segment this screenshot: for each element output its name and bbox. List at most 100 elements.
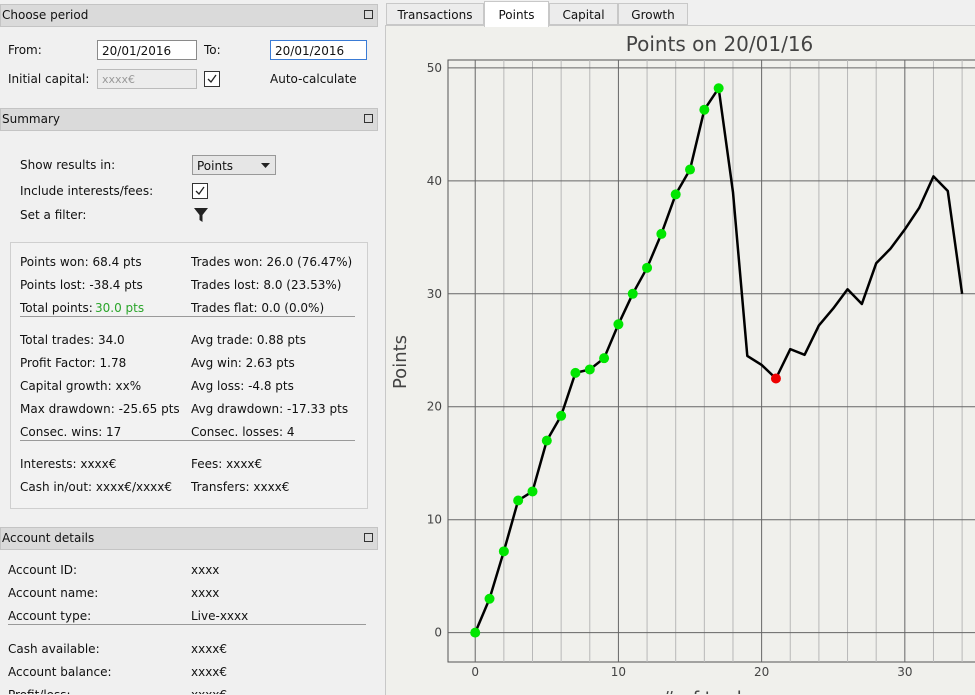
- marker: [484, 593, 495, 604]
- stat-label: Total points:: [20, 301, 93, 315]
- x-tick-label: 30: [897, 665, 912, 679]
- date-text: 20/01/2016: [102, 44, 172, 58]
- header-title: Account details: [2, 531, 95, 545]
- initial-capital-label: Initial capital:: [8, 72, 90, 86]
- stat: Max drawdown: -25.65 pts: [20, 402, 180, 416]
- tab[interactable]: Points: [484, 1, 549, 27]
- dropdown-text: Points: [197, 159, 234, 173]
- results-dropdown[interactable]: Points: [192, 155, 276, 175]
- marker: [627, 288, 638, 299]
- marker: [570, 367, 581, 378]
- tab[interactable]: Growth: [618, 3, 688, 25]
- account-value: xxxx€: [191, 642, 228, 656]
- marker: [656, 228, 667, 239]
- marker: [527, 486, 538, 497]
- stat: Points won: 68.4 pts: [20, 255, 142, 269]
- plot-area: [447, 59, 975, 663]
- check: [207, 74, 217, 84]
- separator: [20, 316, 355, 317]
- separator: [20, 440, 355, 441]
- marker: [770, 373, 781, 384]
- account-label: Account balance:: [8, 665, 112, 679]
- account-value: xxxx€: [191, 688, 227, 694]
- stat: Fees: xxxx€: [191, 457, 263, 471]
- stat: Avg trade: 0.88 pts: [191, 333, 306, 347]
- account-value: xxxx: [191, 586, 220, 600]
- marker: [670, 189, 681, 200]
- filter-label: Set a filter:: [20, 208, 87, 222]
- account-label: Account type:: [8, 609, 92, 623]
- x-tick-label: 0: [471, 665, 479, 679]
- account-value: xxxx€: [191, 665, 228, 679]
- to-date[interactable]: 20/01/2016: [270, 40, 367, 60]
- auto-checkbox[interactable]: [204, 71, 220, 87]
- arrow: [261, 163, 270, 168]
- stat: Profit Factor: 1.78: [20, 356, 127, 370]
- include-label: Include interests/fees:: [20, 184, 154, 198]
- marker: [541, 435, 552, 446]
- y-tick-label: 30: [427, 287, 442, 301]
- initial-capital-field[interactable]: xxxx€: [97, 69, 197, 89]
- marker: [599, 353, 610, 364]
- include-checkbox[interactable]: [192, 183, 208, 199]
- show-results-label: Show results in:: [20, 158, 116, 172]
- account-label: Account ID:: [8, 563, 78, 577]
- tab[interactable]: Transactions: [386, 3, 484, 25]
- y-tick-label: 20: [427, 400, 442, 414]
- y-axis-label: Points: [390, 335, 411, 389]
- account-header[interactable]: Account details: [0, 527, 378, 550]
- stat: Trades flat: 0.0 (0.0%): [191, 301, 325, 315]
- y-tick-label: 40: [427, 174, 442, 188]
- from-date[interactable]: 20/01/2016: [97, 40, 197, 60]
- marker: [584, 364, 595, 375]
- separator: [8, 624, 366, 625]
- to-label: To:: [204, 43, 221, 57]
- marker: [642, 262, 653, 273]
- stat: Capital growth: xx%: [20, 379, 142, 393]
- auto-calculate-label: Auto-calculate: [270, 72, 357, 86]
- undock[interactable]: [364, 533, 373, 542]
- marker: [699, 104, 710, 115]
- chart-title: Points on 20/01/16: [626, 32, 814, 56]
- header-title: Summary: [2, 112, 60, 126]
- check: [195, 186, 205, 196]
- x-axis-label: # of trades: [661, 688, 762, 694]
- stat: Interests: xxxx€: [20, 457, 117, 471]
- stat: Consec. wins: 17: [20, 425, 122, 439]
- stats-box: [10, 242, 368, 509]
- x-tick-label: 20: [754, 665, 769, 679]
- stat: Avg loss: -4.8 pts: [191, 379, 294, 393]
- stat: Cash in/out: xxxx€/xxxx€: [20, 480, 173, 494]
- from-label: From:: [8, 43, 42, 57]
- stat: Points lost: -38.4 pts: [20, 278, 143, 292]
- marker: [470, 627, 481, 638]
- stat: Avg win: 2.63 pts: [191, 356, 295, 370]
- account-label: Cash available:: [8, 642, 100, 656]
- account-value: Live-xxxx: [191, 609, 249, 623]
- undock[interactable]: [364, 114, 373, 123]
- choose-period-header[interactable]: Choose period: [0, 4, 378, 27]
- chart: 0 10 20 30 0 10 20 30 40 50 Points on 20/01/16 Poin…: [390, 32, 975, 694]
- filter-icon[interactable]: [193, 207, 209, 223]
- tab[interactable]: Capital: [549, 3, 618, 25]
- marker: [685, 164, 696, 175]
- account-label: Profit/loss:: [8, 688, 71, 694]
- account-value: xxxx: [191, 563, 220, 577]
- stat: Avg drawdown: -17.33 pts: [191, 402, 349, 416]
- y-tick-label: 50: [427, 61, 442, 75]
- account-label: Account name:: [8, 586, 99, 600]
- x-tick-label: 10: [611, 665, 626, 679]
- stat: Transfers: xxxx€: [191, 480, 290, 494]
- marker: [556, 410, 567, 421]
- marker: [513, 495, 524, 506]
- stat: Consec. losses: 4: [191, 425, 295, 439]
- header-title: Choose period: [2, 8, 89, 22]
- marker: [713, 83, 724, 94]
- y-tick-label: 0: [434, 626, 442, 640]
- y-tick-label: 10: [427, 513, 442, 527]
- summary-header[interactable]: Summary: [0, 108, 378, 131]
- undock[interactable]: [364, 10, 373, 19]
- capital-text: xxxx€: [102, 73, 136, 86]
- stat: Trades won: 26.0 (76.47%): [191, 255, 353, 269]
